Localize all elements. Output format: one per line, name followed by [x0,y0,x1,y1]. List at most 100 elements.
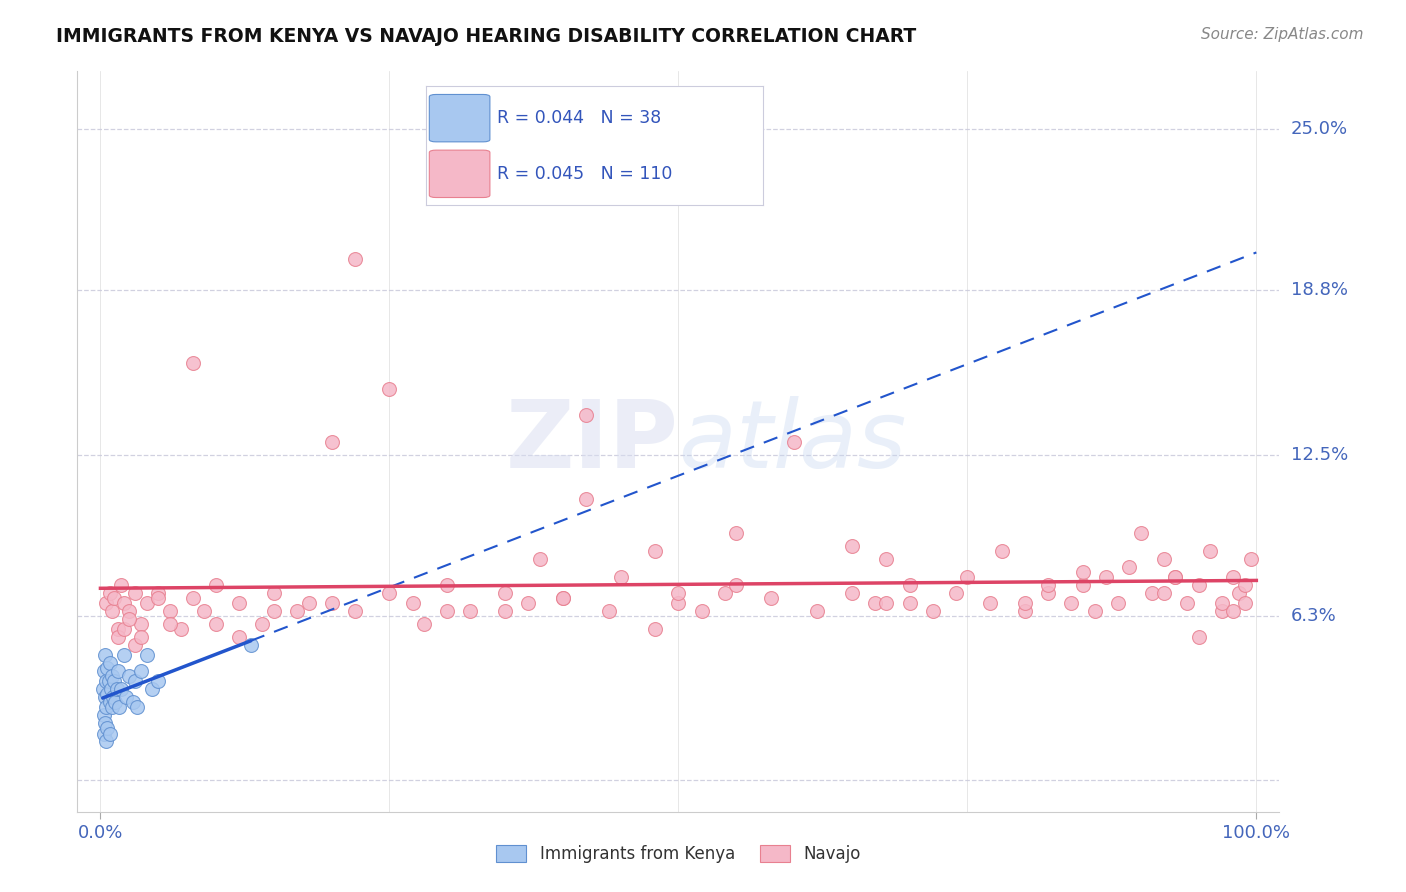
Point [436,578,458,592]
Point [644,622,666,636]
Point [118,604,141,618]
Text: Source: ZipAtlas.com: Source: ZipAtlas.com [1201,27,1364,42]
Point [575,491,598,506]
Text: 12.5%: 12.5% [1291,446,1348,464]
Point [98,586,121,600]
Point [101,669,124,683]
Point [98,656,121,670]
Point [91,682,114,697]
Point [1038,578,1060,592]
Point [401,596,423,610]
Point [96,674,118,689]
Text: atlas: atlas [679,396,907,487]
Point [1199,544,1222,558]
Point [205,578,228,592]
Point [1233,578,1256,592]
Point [96,700,118,714]
Point [1038,586,1060,600]
Point [1233,596,1256,610]
Point [1142,586,1164,600]
Point [690,604,713,618]
Point [609,570,631,584]
Point [94,716,117,731]
Point [101,690,124,704]
Point [124,638,146,652]
Point [898,578,921,592]
Point [93,708,115,723]
Point [103,591,125,605]
Point [98,726,121,740]
Point [783,434,806,449]
Point [107,622,129,636]
Point [436,604,458,618]
Point [1187,630,1209,644]
Point [121,695,143,709]
Point [135,596,157,610]
Point [101,700,124,714]
Point [135,648,157,663]
Point [124,586,146,600]
Point [228,630,250,644]
Point [100,682,122,697]
Point [494,604,516,618]
Point [841,539,863,553]
Point [112,648,135,663]
Point [713,586,735,600]
Point [1175,596,1198,610]
Point [1118,559,1140,574]
Point [285,604,308,618]
Point [94,648,117,663]
Point [148,674,170,689]
Point [96,721,118,735]
Point [494,586,516,600]
Point [141,682,163,697]
Point [193,604,215,618]
Point [1164,570,1187,584]
Point [956,570,979,584]
Point [1153,552,1175,566]
Point [551,591,574,605]
Legend: Immigrants from Kenya, Navajo: Immigrants from Kenya, Navajo [489,838,868,870]
Point [863,596,886,610]
Point [1239,552,1261,566]
Point [105,682,128,697]
Point [127,700,149,714]
Point [103,674,125,689]
Point [759,591,782,605]
Point [1211,596,1233,610]
Point [1153,586,1175,600]
Point [129,664,152,678]
Point [239,638,262,652]
Point [104,695,127,709]
Point [93,726,115,740]
Point [898,596,921,610]
Point [551,591,574,605]
Point [118,669,141,683]
Point [263,604,285,618]
Text: 18.8%: 18.8% [1291,281,1347,300]
Point [112,622,135,636]
Point [1222,570,1244,584]
Point [107,664,129,678]
Point [725,578,748,592]
Point [1227,586,1250,600]
Text: ZIP: ZIP [506,395,679,488]
Text: 25.0%: 25.0% [1291,120,1348,137]
Point [1095,570,1118,584]
Text: IMMIGRANTS FROM KENYA VS NAVAJO HEARING DISABILITY CORRELATION CHART: IMMIGRANTS FROM KENYA VS NAVAJO HEARING … [56,27,917,45]
Point [1083,604,1105,618]
Text: 6.3%: 6.3% [1291,607,1336,625]
Point [378,586,401,600]
Point [321,434,343,449]
Point [841,586,863,600]
Point [1164,570,1187,584]
Point [343,252,366,266]
Point [129,630,152,644]
Point [598,604,620,618]
Point [1211,604,1233,618]
Point [252,617,274,632]
Point [110,578,132,592]
Point [875,596,897,610]
Point [101,604,124,618]
Point [321,596,343,610]
